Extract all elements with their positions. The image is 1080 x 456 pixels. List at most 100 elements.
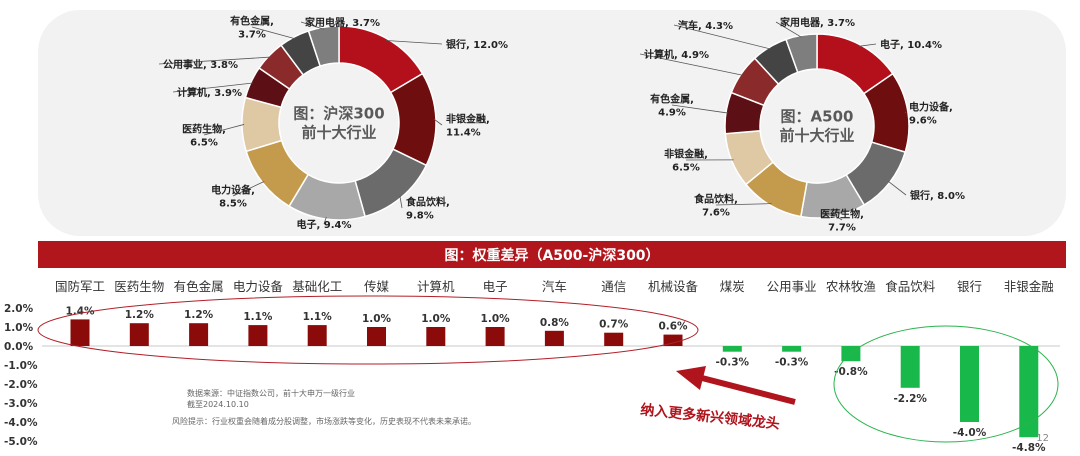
donut-slice-label-汽车: 汽车, 4.3% (678, 19, 733, 32)
x-category-label: 煤炭 (720, 279, 745, 294)
donut-slice-label-电力设备: 电力设备, 8.5% (211, 184, 255, 210)
donut-leader-line (887, 180, 907, 196)
bar-value-label: 1.1% (303, 311, 333, 323)
x-category-label: 银行 (957, 279, 982, 294)
bar-value-label: 0.8% (540, 317, 570, 329)
bar-银行 (960, 346, 979, 422)
donut-leader-line (251, 26, 296, 40)
donut-leader-line (399, 195, 403, 209)
donut-slice-label-非银金融: 非银金融, 11.4% (446, 113, 490, 139)
x-category-label: 通信 (601, 279, 626, 294)
donut-leader-line (203, 124, 245, 136)
bar-value-label: 1.1% (243, 311, 273, 323)
x-category-label: 农林牧渔 (826, 279, 876, 294)
donut-leader-line (172, 82, 253, 93)
donut-leader-line (386, 40, 443, 45)
bar-value-label: 1.2% (184, 309, 214, 321)
donut-slice-label-计算机: 计算机, 4.9% (644, 48, 709, 61)
x-category-label: 传媒 (364, 279, 390, 294)
bar-传媒 (367, 327, 386, 346)
donut-slice-label-计算机: 计算机, 3.9% (177, 86, 242, 99)
donut-leader-line (858, 43, 877, 47)
banner-title: 图：权重差异（A500-沪深300） (444, 247, 659, 264)
donut-slice-label-银行: 银行, 8.0% (910, 189, 965, 202)
donut-leader-line (904, 111, 907, 114)
y-tick-label: 1.0% (4, 322, 34, 334)
x-category-label: 国防军工 (55, 279, 105, 294)
bar-国防军工 (70, 319, 90, 346)
donut-slice-家用电器 (785, 33, 818, 74)
donut-center-title: 图：沪深300 前十大行业 (293, 105, 384, 142)
y-tick-label: -1.0% (4, 360, 38, 372)
bar-煤炭 (722, 346, 742, 352)
bar-计算机 (426, 327, 446, 346)
bar-value-label: 1.2% (125, 309, 155, 321)
x-category-label: 食品饮料 (885, 279, 936, 294)
bar-value-label: 1.0% (362, 313, 392, 325)
bar-非银金融 (1019, 346, 1039, 438)
note-source-line1: 数据来源：中证指数公司，前十大申万一级行业 (187, 388, 355, 398)
donut-leader-line (833, 214, 843, 221)
donut-slice-label-医药生物: 医药生物, 7.7% (820, 208, 864, 234)
bar-通信 (604, 332, 624, 346)
donut-center-title: 图：A500 前十大行业 (779, 108, 854, 145)
donut-slice-label-非银金融: 非银金融, 6.5% (664, 148, 708, 174)
callout-arrow-shaft (701, 375, 796, 405)
note-risk: 风险提示：行业权重会随着成分股调整，市场涨跌等变化，历史表现不代表未来承诺。 (172, 416, 476, 426)
x-category-label: 机械设备 (648, 279, 699, 294)
donut-slice-label-家用电器: 家用电器, 3.7% (305, 16, 380, 29)
bar-value-label: 1.0% (421, 313, 451, 325)
bar-value-label: -2.2% (893, 393, 927, 405)
donut-slice-label-电子: 电子, 10.4% (880, 38, 942, 51)
banner (38, 241, 1066, 268)
bar-value-label: 0.6% (658, 321, 688, 333)
donut-slice-label-食品饮料: 食品饮料, 9.8% (405, 196, 450, 222)
x-category-label: 电子 (483, 279, 508, 294)
y-tick-label: 0.0% (4, 341, 34, 353)
bar-电力设备 (248, 325, 268, 346)
bar-value-label: 0.7% (599, 319, 629, 331)
donut-slice-家用电器 (307, 25, 340, 67)
bar-公用事业 (782, 346, 802, 352)
gainers-highlight-ellipse (37, 295, 699, 365)
donut-slice-label-公用事业: 公用事业, 3.8% (163, 58, 238, 71)
donut-leader-line (323, 217, 327, 225)
bar-有色金属 (189, 323, 209, 346)
donut-leader-line (673, 24, 771, 50)
bar-value-label: -0.8% (834, 366, 868, 378)
donut-slice-label-电子: 电子, 9.4% (296, 218, 351, 231)
x-category-label: 非银金融 (1004, 279, 1055, 294)
y-tick-label: -2.0% (4, 379, 38, 391)
donut-leader-line (433, 118, 443, 126)
a500-donut: 电子, 10.4% 电力设备, 9.6% 银行, 8.0% 医药生物, 7.7% 食品饮料,… (639, 16, 965, 234)
y-tick-label: -5.0% (4, 436, 38, 448)
donut-leader-line (671, 104, 728, 114)
donut-leader-line (775, 21, 802, 38)
x-category-label: 公用事业 (767, 279, 817, 294)
x-category-label: 汽车 (542, 279, 567, 294)
y-tick-label: -4.0% (4, 417, 38, 429)
y-tick-label: -3.0% (4, 398, 38, 410)
bar-电子 (485, 327, 505, 346)
donut-slice-label-食品饮料: 食品饮料, 7.6% (693, 193, 738, 219)
donut-leader-line (158, 56, 271, 65)
donut-slice-label-医药生物: 医药生物, 6.5% (182, 123, 226, 149)
y-tick-label: 2.0% (4, 303, 34, 315)
bar-value-label: -0.3% (716, 357, 750, 369)
bar-基础化工 (307, 325, 327, 346)
donut-slice-label-有色金属: 有色金属, 4.9% (650, 93, 694, 119)
bar-value-label: -4.0% (953, 427, 987, 439)
x-category-label: 基础化工 (292, 279, 342, 294)
bar-机械设备 (663, 334, 683, 346)
bar-value-label: 1.0% (481, 313, 511, 325)
donut-leader-line (232, 181, 265, 197)
x-category-label: 计算机 (417, 279, 455, 294)
donut-slice-label-电力设备: 电力设备, 9.6% (909, 101, 953, 127)
bar-食品饮料 (900, 346, 920, 388)
donut-leader-line (300, 21, 324, 30)
x-category-label: 电力设备 (233, 279, 284, 294)
page-number: 12 (1036, 433, 1049, 444)
losers-highlight-ellipse (833, 325, 1059, 443)
